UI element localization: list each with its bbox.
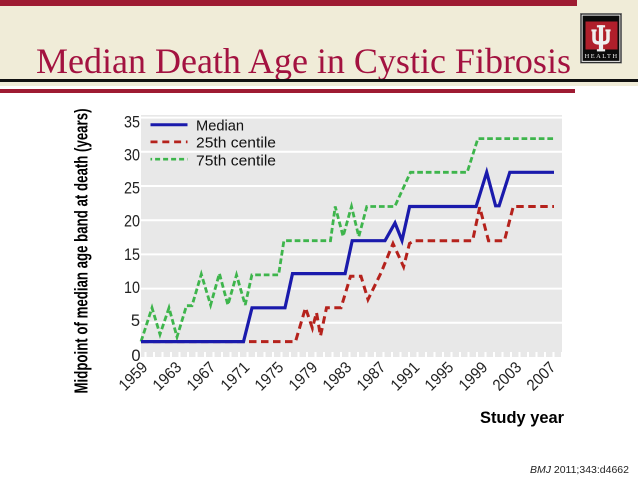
svg-text:75th centile: 75th centile	[196, 152, 276, 169]
svg-text:1975: 1975	[252, 359, 287, 394]
svg-text:Midpoint of median age band at: Midpoint of median age band at death (ye…	[71, 109, 92, 394]
svg-text:1987: 1987	[354, 359, 389, 394]
svg-text:1995: 1995	[422, 359, 457, 394]
svg-text:2003: 2003	[490, 359, 525, 394]
svg-text:1999: 1999	[456, 359, 491, 394]
svg-text:HEALTH: HEALTH	[585, 53, 619, 60]
svg-text:2007: 2007	[524, 359, 559, 394]
svg-text:0: 0	[131, 347, 140, 365]
svg-text:20: 20	[124, 213, 140, 231]
svg-text:25: 25	[124, 180, 140, 198]
svg-text:10: 10	[124, 279, 140, 297]
svg-text:1991: 1991	[388, 359, 423, 394]
svg-text:1967: 1967	[184, 359, 219, 394]
svg-text:1983: 1983	[320, 359, 355, 394]
svg-text:1963: 1963	[150, 359, 185, 394]
svg-text:5: 5	[131, 312, 140, 330]
svg-text:35: 35	[124, 113, 140, 131]
svg-text:Median: Median	[196, 117, 244, 134]
svg-text:30: 30	[124, 146, 140, 164]
svg-text:Study year: Study year	[480, 409, 565, 427]
svg-text:1971: 1971	[218, 359, 253, 394]
svg-text:25th centile: 25th centile	[196, 134, 276, 151]
svg-text:1959: 1959	[116, 359, 151, 394]
svg-text:1979: 1979	[286, 359, 321, 394]
svg-text:15: 15	[124, 246, 140, 264]
